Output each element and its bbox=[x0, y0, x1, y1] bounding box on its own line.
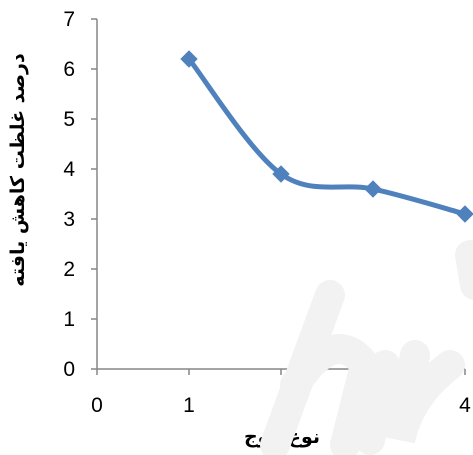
x-tick-label: 1 bbox=[183, 394, 195, 417]
x-tick-label: 0 bbox=[91, 394, 103, 417]
y-tick-label: 5 bbox=[63, 108, 75, 131]
y-tick-label: 0 bbox=[63, 358, 75, 381]
y-tick-label: 1 bbox=[63, 308, 75, 331]
tick-labels: 0 1 2 3 4 5 6 7 0 1 2 3 4 bbox=[63, 8, 471, 417]
y-tick-label: 4 bbox=[63, 158, 75, 181]
x-tick-label: 4 bbox=[459, 394, 471, 417]
y-tick-label: 7 bbox=[63, 8, 75, 31]
data-point-marker bbox=[364, 180, 382, 198]
data-point-marker bbox=[456, 205, 473, 223]
y-axis-title: درصد غلظت کاهش یافته bbox=[7, 53, 29, 287]
x-tick-label: 3 bbox=[367, 394, 379, 417]
data-point-marker bbox=[272, 165, 290, 183]
x-tick-label: 2 bbox=[275, 394, 287, 417]
y-tick-label: 6 bbox=[63, 58, 75, 81]
data-markers bbox=[180, 50, 473, 223]
y-tick-label: 3 bbox=[63, 208, 75, 231]
series-line bbox=[186, 56, 468, 217]
data-point-marker bbox=[180, 50, 198, 68]
y-tick-label: 2 bbox=[63, 258, 75, 281]
x-axis-title: نوع موج bbox=[244, 426, 320, 448]
